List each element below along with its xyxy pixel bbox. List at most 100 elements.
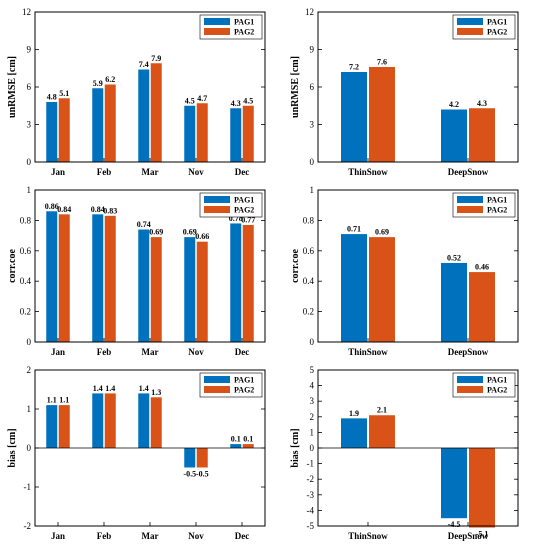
bar-pag1-deepsnow (441, 109, 467, 162)
data-label: 7.9 (151, 54, 161, 63)
x-tick-label: DeepSnow (448, 167, 489, 177)
x-tick-label: Feb (97, 167, 112, 177)
legend-swatch-pag1 (457, 196, 483, 203)
bar-pag2-jan (58, 405, 70, 448)
legend-swatch-pag2 (204, 28, 230, 35)
bar-pag1-jan (46, 102, 58, 162)
data-label: 1.4 (139, 384, 149, 393)
legend-label: PAG2 (487, 386, 507, 395)
x-tick-label: DeepSnow (448, 347, 489, 357)
bar-pag2-deepsnow (469, 108, 495, 162)
x-tick-label: Dec (235, 347, 250, 357)
y-tick-label: 1 (310, 427, 315, 437)
y-tick-label: 1 (310, 185, 315, 195)
bar-pag1-jan (46, 211, 58, 342)
data-label: 4.5 (185, 96, 195, 105)
x-tick-label: Dec (235, 531, 250, 541)
y-tick-label: -2 (307, 474, 315, 484)
data-label: 0.66 (195, 232, 209, 241)
x-tick-label: Nov (188, 531, 204, 541)
x-tick-label: Nov (188, 167, 204, 177)
bar-pag1-deepsnow (441, 262, 467, 342)
bar-pag2-thinsnow (369, 415, 395, 448)
data-label: 5.1 (59, 89, 69, 98)
legend-swatch-pag2 (457, 386, 483, 393)
legend-label: PAG1 (487, 196, 507, 205)
y-tick-label: 0 (310, 443, 315, 453)
data-label: 4.2 (449, 100, 459, 109)
bar-pag1-dec (230, 223, 242, 342)
legend-label: PAG1 (487, 376, 507, 385)
data-label: 0.74 (137, 220, 151, 229)
legend-label: PAG2 (234, 206, 254, 215)
y-tick-label: 0 (27, 157, 32, 167)
x-tick-label: ThinSnow (348, 347, 388, 357)
data-label: 0.83 (103, 206, 117, 215)
data-label: -4.5 (448, 520, 461, 529)
data-label: 0.77 (241, 215, 255, 224)
data-label: 0.84 (91, 205, 105, 214)
legend-label: PAG2 (487, 28, 507, 37)
data-label: 1.3 (151, 388, 161, 397)
data-label: 7.4 (139, 60, 149, 69)
y-tick-label: 1 (27, 185, 32, 195)
data-label: 0.1 (231, 435, 241, 444)
legend-swatch-pag1 (204, 196, 230, 203)
chart-panel-4: 0 0.2 0.4 0.6 0.8 1 corr.coe 0.71 0.52 0.69 0.46 Th… (290, 185, 519, 357)
y-axis-label: unRMSE [cm] (290, 56, 301, 118)
data-label: 4.7 (197, 94, 207, 103)
bar-pag2-nov (196, 241, 208, 342)
bar-pag1-mar (138, 229, 150, 342)
y-tick-label: 6 (310, 82, 315, 92)
data-label: -5.1 (476, 530, 489, 539)
legend-label: PAG2 (234, 28, 254, 37)
y-tick-label: 4 (310, 381, 315, 391)
bar-pag2-jan (58, 214, 70, 342)
data-label: 2.1 (377, 406, 387, 415)
data-label: 0.71 (347, 225, 361, 234)
data-label: -0.5 (183, 470, 196, 479)
data-label: 0.69 (149, 228, 163, 237)
bar-pag1-thinsnow (341, 234, 367, 342)
legend-swatch-pag1 (457, 18, 483, 25)
plot-frame (34, 11, 266, 163)
bar-pag1-nov (184, 105, 196, 162)
x-tick-label: Mar (142, 167, 159, 177)
y-axis-label: unRMSE [cm] (7, 56, 18, 118)
bar-pag2-dec (242, 444, 254, 448)
y-tick-label: 0.4 (20, 276, 32, 286)
legend-label: PAG1 (487, 18, 507, 27)
data-label: 0.69 (183, 228, 197, 237)
y-tick-label: 0 (310, 337, 315, 347)
data-label: 0.52 (447, 253, 461, 262)
x-tick-label: ThinSnow (348, 531, 388, 541)
data-label: 0.46 (475, 263, 489, 272)
y-tick-label: 0.4 (303, 276, 315, 286)
legend-swatch-pag2 (457, 206, 483, 213)
x-tick-label: Feb (97, 531, 112, 541)
chart-panel-2: 0 3 6 9 12 unRMSE [cm] 7.2 4.2 7.6 4.3 ThinSnow Dee… (290, 7, 519, 177)
y-tick-label: 12 (305, 7, 314, 17)
y-tick-label: 3 (310, 396, 315, 406)
bar-pag2-feb (104, 84, 116, 162)
y-tick-label: 3 (27, 120, 32, 130)
legend-label: PAG1 (234, 18, 254, 27)
y-axis-label: corr.coe (7, 249, 18, 283)
bar-pag2-mar (150, 397, 162, 448)
data-label: 0.86 (45, 202, 59, 211)
y-tick-label: -1 (24, 482, 32, 492)
plot-frame (34, 369, 266, 527)
y-tick-label: 9 (27, 45, 32, 55)
bar-pag2-nov (196, 448, 208, 468)
bar-pag1-mar (138, 393, 150, 448)
bar-pag2-thinsnow (369, 67, 395, 162)
bar-pag1-mar (138, 69, 150, 162)
legend-label: PAG2 (487, 206, 507, 215)
y-tick-label: 0.2 (20, 307, 31, 317)
y-tick-label: 0.8 (20, 215, 32, 225)
legend-swatch-pag2 (204, 386, 230, 393)
plot-frame (317, 369, 519, 527)
